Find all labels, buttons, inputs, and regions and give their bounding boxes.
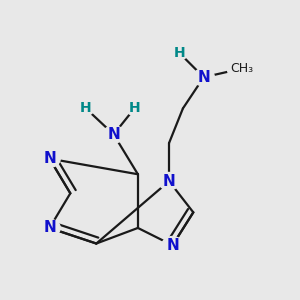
Text: N: N <box>197 70 210 85</box>
Ellipse shape <box>158 172 180 190</box>
Ellipse shape <box>193 68 214 86</box>
Ellipse shape <box>162 236 183 254</box>
Ellipse shape <box>39 219 60 237</box>
Ellipse shape <box>77 102 94 115</box>
Text: N: N <box>43 151 56 166</box>
Ellipse shape <box>126 102 143 115</box>
Ellipse shape <box>227 57 256 80</box>
Ellipse shape <box>39 150 60 167</box>
Ellipse shape <box>171 46 188 60</box>
Ellipse shape <box>103 126 124 143</box>
Text: H: H <box>129 101 140 116</box>
Text: H: H <box>174 46 185 60</box>
Text: N: N <box>166 238 179 253</box>
Text: N: N <box>107 127 120 142</box>
Text: H: H <box>80 101 92 116</box>
Text: N: N <box>163 174 176 189</box>
Text: N: N <box>43 220 56 236</box>
Text: CH₃: CH₃ <box>230 62 253 75</box>
